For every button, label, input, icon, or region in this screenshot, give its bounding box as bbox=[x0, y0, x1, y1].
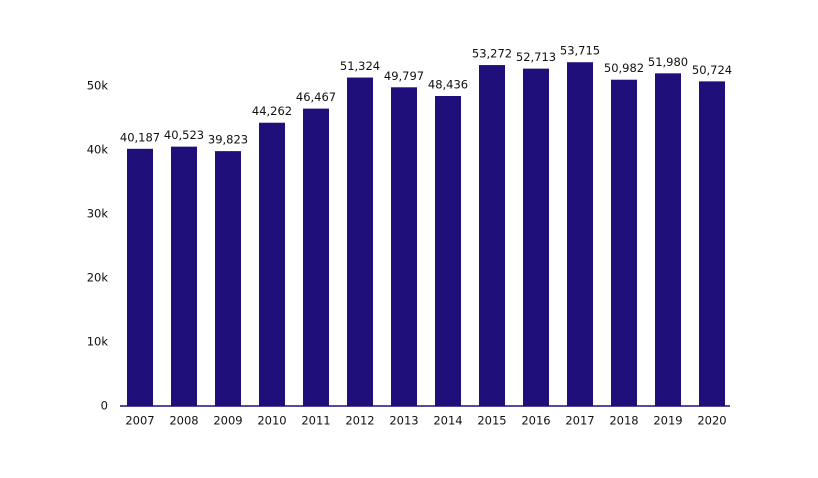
bar bbox=[523, 68, 549, 406]
x-tick-label: 2017 bbox=[565, 414, 594, 428]
bar bbox=[171, 146, 197, 406]
value-label: 48,436 bbox=[428, 78, 468, 92]
bar bbox=[611, 79, 637, 406]
value-label: 49,797 bbox=[384, 69, 424, 83]
bar bbox=[391, 87, 417, 407]
value-label: 53,715 bbox=[560, 44, 600, 58]
y-tick-label: 40k bbox=[87, 143, 109, 157]
x-tick-label: 2011 bbox=[301, 414, 330, 428]
value-label: 46,467 bbox=[296, 90, 336, 104]
value-label: 52,713 bbox=[516, 50, 556, 64]
bar bbox=[215, 151, 241, 406]
x-tick-label: 2010 bbox=[257, 414, 286, 428]
bar bbox=[435, 96, 461, 407]
y-tick-label: 50k bbox=[87, 79, 109, 93]
value-label: 53,272 bbox=[472, 47, 512, 61]
bar bbox=[303, 108, 329, 406]
bar bbox=[347, 77, 373, 406]
bar bbox=[567, 62, 593, 406]
x-tick-label: 2015 bbox=[477, 414, 506, 428]
y-tick-label: 10k bbox=[87, 335, 109, 349]
bar bbox=[479, 65, 505, 406]
x-tick-label: 2020 bbox=[697, 414, 726, 428]
value-label: 39,823 bbox=[208, 133, 248, 147]
value-label: 51,980 bbox=[648, 55, 688, 69]
bar bbox=[699, 81, 725, 407]
x-tick-label: 2012 bbox=[345, 414, 374, 428]
x-tick-label: 2009 bbox=[213, 414, 242, 428]
value-label: 50,982 bbox=[604, 61, 644, 75]
x-tick-label: 2018 bbox=[609, 414, 638, 428]
x-tick-label: 2013 bbox=[389, 414, 418, 428]
y-tick-label: 0 bbox=[101, 399, 108, 413]
bar bbox=[127, 148, 153, 406]
value-label: 51,324 bbox=[340, 59, 380, 73]
x-tick-label: 2014 bbox=[433, 414, 462, 428]
bar bbox=[259, 122, 285, 406]
value-label: 50,724 bbox=[692, 63, 732, 77]
value-label: 44,262 bbox=[252, 104, 292, 118]
x-tick-label: 2016 bbox=[521, 414, 550, 428]
bar bbox=[655, 73, 681, 406]
value-label: 40,523 bbox=[164, 128, 204, 142]
x-tick-label: 2008 bbox=[169, 414, 198, 428]
y-tick-label: 20k bbox=[87, 271, 109, 285]
x-tick-label: 2019 bbox=[653, 414, 682, 428]
y-tick-label: 30k bbox=[87, 207, 109, 221]
x-tick-label: 2007 bbox=[125, 414, 154, 428]
value-label: 40,187 bbox=[120, 130, 160, 144]
